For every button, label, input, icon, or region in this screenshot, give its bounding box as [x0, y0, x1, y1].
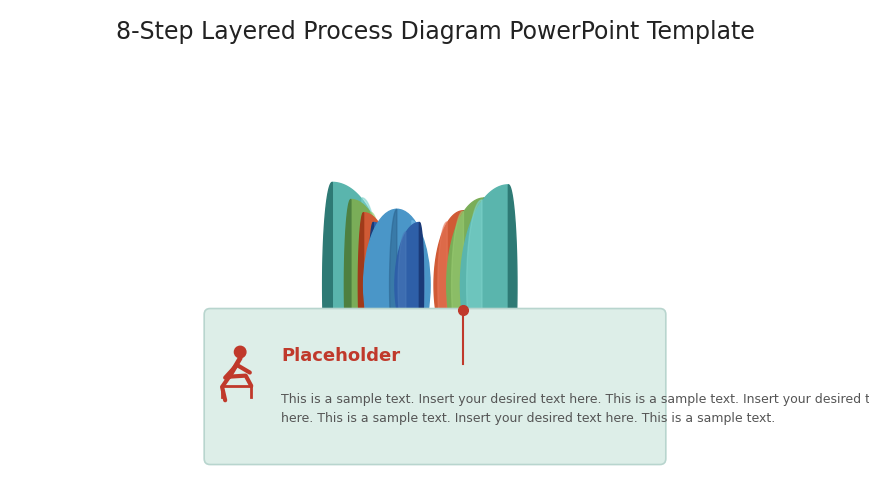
Polygon shape	[507, 185, 516, 386]
Ellipse shape	[363, 210, 429, 361]
Polygon shape	[398, 232, 406, 339]
Polygon shape	[389, 210, 396, 361]
Circle shape	[234, 346, 246, 358]
Polygon shape	[373, 223, 397, 348]
FancyBboxPatch shape	[204, 309, 665, 465]
Polygon shape	[466, 201, 481, 370]
Polygon shape	[322, 183, 332, 388]
Polygon shape	[411, 221, 424, 350]
Polygon shape	[368, 223, 373, 348]
Polygon shape	[463, 211, 468, 360]
Polygon shape	[379, 224, 388, 347]
Polygon shape	[332, 183, 386, 388]
Text: Placeholder: Placeholder	[281, 346, 400, 364]
Polygon shape	[395, 223, 419, 348]
Polygon shape	[350, 200, 387, 371]
Polygon shape	[434, 211, 463, 360]
Polygon shape	[451, 212, 463, 359]
Polygon shape	[483, 199, 490, 372]
Polygon shape	[387, 232, 395, 339]
Polygon shape	[446, 199, 483, 372]
Polygon shape	[363, 213, 393, 358]
Polygon shape	[358, 213, 363, 358]
Polygon shape	[344, 200, 350, 371]
Text: 8-Step Layered Process Diagram PowerPoint Template: 8-Step Layered Process Diagram PowerPoin…	[116, 20, 753, 44]
Text: This is a sample text. Insert your desired text here. This is a sample text. Ins: This is a sample text. Insert your desir…	[281, 392, 869, 424]
Polygon shape	[362, 199, 379, 373]
Polygon shape	[370, 213, 382, 358]
Polygon shape	[437, 223, 447, 348]
Polygon shape	[460, 185, 507, 386]
Polygon shape	[419, 223, 423, 348]
